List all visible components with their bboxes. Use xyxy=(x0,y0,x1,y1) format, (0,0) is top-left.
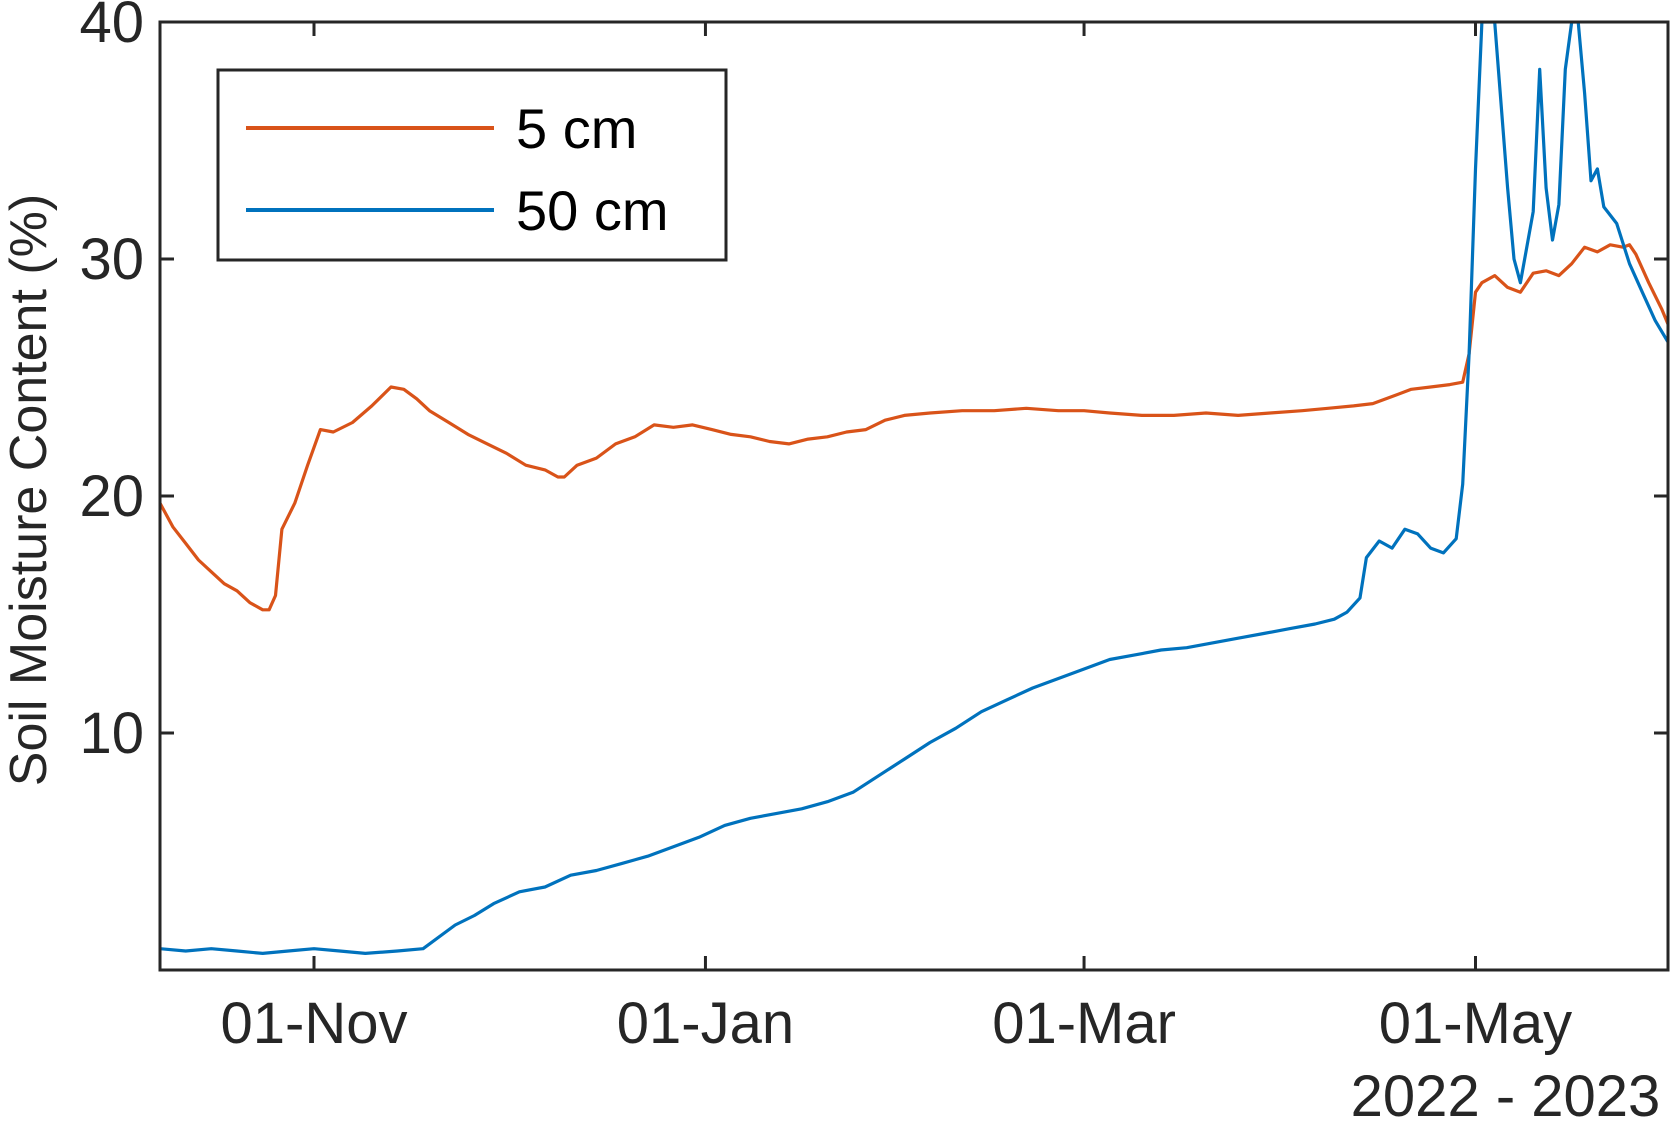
legend-box xyxy=(216,68,728,262)
x-tick-label: 01-Nov xyxy=(221,991,408,1056)
y-tick-label: 40 xyxy=(79,0,144,55)
y-tick-label: 30 xyxy=(79,227,144,292)
series-line-5cm xyxy=(160,243,1668,612)
legend: 5 cm 50 cm xyxy=(216,68,728,262)
y-tick-label: 10 xyxy=(79,701,144,766)
y-tick-label: 20 xyxy=(79,464,144,529)
series-layer xyxy=(160,22,1668,956)
x-tick-label: 01-Mar xyxy=(992,991,1176,1056)
x-tick-label: 01-May xyxy=(1379,991,1572,1056)
legend-label-50cm: 50 cm xyxy=(516,179,669,242)
legend-label-5cm: 5 cm xyxy=(516,97,637,160)
x-tick-label: 01-Jan xyxy=(617,991,794,1056)
series-line-50cm xyxy=(160,22,1668,956)
tick-layer: 10 20 30 40 01-Nov 01-Jan 01-Mar 01-May xyxy=(79,0,1668,1056)
y-axis-title: Soil Moisture Content (%) xyxy=(0,194,58,786)
x-axis-year-range: 2022 - 2023 xyxy=(1351,1064,1661,1122)
